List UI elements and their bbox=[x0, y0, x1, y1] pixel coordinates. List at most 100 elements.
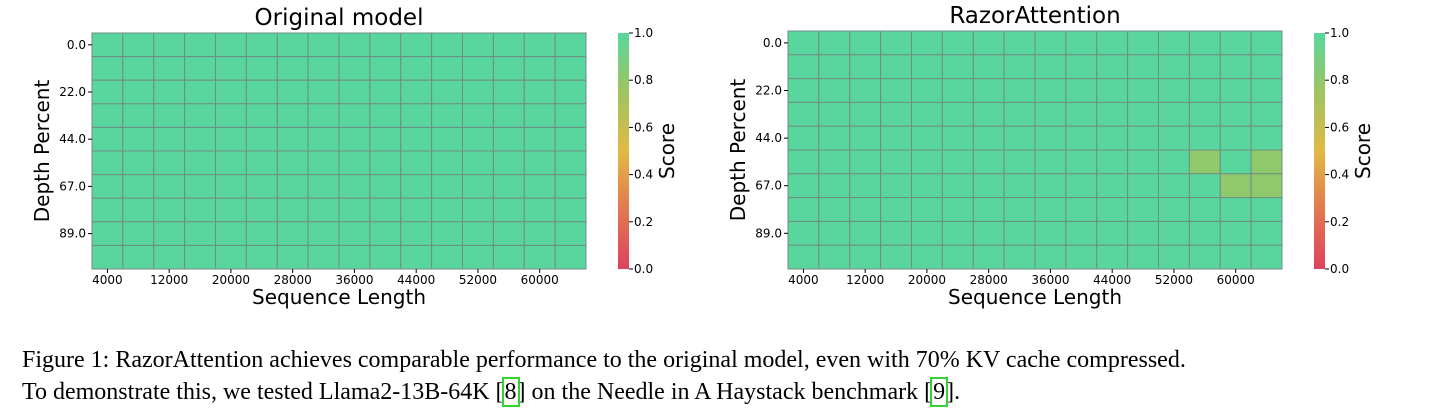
heatmap-cell bbox=[153, 197, 186, 223]
heatmap-cell bbox=[245, 197, 278, 223]
heatmap-cell bbox=[184, 103, 216, 128]
heatmap-cell bbox=[554, 174, 587, 199]
heatmap-cell bbox=[1003, 101, 1036, 127]
heatmap-cell bbox=[400, 221, 433, 246]
x-tick-label: 20000 bbox=[212, 273, 250, 287]
heatmap-cell bbox=[911, 54, 943, 80]
heatmap-cell bbox=[431, 56, 463, 81]
heatmap-cell bbox=[1034, 54, 1067, 80]
heatmap-cell bbox=[1250, 125, 1283, 151]
heatmap-cell bbox=[338, 197, 371, 223]
colorbar-tick-label: 0.6 bbox=[1330, 120, 1349, 134]
heatmap-cell bbox=[369, 244, 402, 270]
heatmap-cell bbox=[972, 30, 1005, 56]
citation-link-9[interactable]: 9 bbox=[930, 377, 949, 407]
heatmap-cell bbox=[880, 197, 912, 222]
chart-title: RazorAttention bbox=[949, 3, 1120, 29]
x-tick-label: 28000 bbox=[970, 273, 1008, 287]
heatmap-cell bbox=[818, 54, 851, 80]
heatmap-cell bbox=[369, 150, 402, 176]
heatmap-cell bbox=[245, 56, 278, 81]
heatmap-cell bbox=[153, 174, 186, 199]
y-tick-label: 22.0 bbox=[59, 85, 86, 99]
heatmap-cell bbox=[523, 174, 556, 199]
colorbar-tick-label: 0.2 bbox=[634, 215, 653, 229]
heatmap-cell bbox=[1188, 30, 1221, 56]
heatmap-cell bbox=[1065, 54, 1098, 80]
x-tick-label: 36000 bbox=[335, 273, 373, 287]
heatmap-cell bbox=[307, 32, 340, 58]
heatmap-cell bbox=[1096, 101, 1129, 127]
heatmap-cell bbox=[122, 221, 155, 246]
heatmap-cell bbox=[215, 56, 247, 81]
heatmap-cell bbox=[523, 32, 556, 58]
colorbar-tick-label: 0.4 bbox=[1330, 168, 1349, 182]
heatmap-cell bbox=[818, 125, 851, 151]
heatmap-cell bbox=[849, 54, 882, 80]
heatmap-cell bbox=[1065, 173, 1098, 199]
heatmap-cell bbox=[972, 220, 1005, 246]
heatmap-cell bbox=[1158, 244, 1190, 270]
y-axis-label: Depth Percent bbox=[726, 79, 750, 222]
heatmap-cell bbox=[245, 174, 278, 199]
heatmap-cell bbox=[400, 197, 433, 223]
citation-link-8[interactable]: 8 bbox=[501, 377, 520, 407]
heatmap-cell bbox=[338, 244, 371, 270]
heatmap-cell bbox=[215, 103, 247, 128]
heatmap-cell bbox=[880, 30, 912, 56]
heatmap-cell bbox=[1065, 125, 1098, 151]
heatmap-cell bbox=[1003, 125, 1036, 151]
heatmap-cell bbox=[215, 126, 247, 152]
heatmap-cell bbox=[462, 126, 494, 152]
heatmap-cell bbox=[1034, 197, 1067, 222]
colorbar bbox=[618, 33, 629, 269]
heatmap-cell bbox=[849, 149, 882, 175]
heatmap-cell bbox=[307, 174, 340, 199]
heatmap-cell bbox=[431, 197, 463, 223]
heatmap-cell bbox=[1096, 149, 1129, 175]
heatmap-cell bbox=[1065, 30, 1098, 56]
x-tick-label: 20000 bbox=[908, 273, 946, 287]
heatmap-cell bbox=[245, 221, 278, 246]
x-tick-label: 60000 bbox=[1217, 273, 1255, 287]
heatmap-cell bbox=[153, 103, 186, 128]
heatmap-cell bbox=[245, 150, 278, 176]
heatmap-cell bbox=[1096, 173, 1129, 199]
colorbar-tick-label: 1.0 bbox=[1330, 26, 1349, 40]
heatmap-cell bbox=[1158, 125, 1190, 151]
heatmap-cell bbox=[276, 244, 309, 270]
x-tick-label: 4000 bbox=[92, 273, 123, 287]
heatmap-cell bbox=[554, 79, 587, 105]
colorbar-tick-label: 0.6 bbox=[634, 120, 653, 134]
y-axis-label: Depth Percent bbox=[30, 80, 54, 223]
heatmap-cell bbox=[122, 126, 155, 152]
heatmap-cell bbox=[787, 101, 820, 127]
y-tick-label: 0.0 bbox=[67, 38, 86, 52]
heatmap-cell bbox=[91, 103, 124, 128]
heatmap-cell bbox=[818, 149, 851, 175]
heatmap-cell bbox=[1250, 101, 1283, 127]
heatmap-cell bbox=[122, 150, 155, 176]
heatmap-cell bbox=[1219, 197, 1252, 222]
heatmap-cell bbox=[245, 103, 278, 128]
heatmap-cell bbox=[276, 174, 309, 199]
heatmap-cell bbox=[849, 125, 882, 151]
heatmap-cell bbox=[787, 173, 820, 199]
heatmap-cell bbox=[462, 150, 494, 176]
heatmap-cell bbox=[1158, 30, 1190, 56]
heatmap-cell bbox=[972, 149, 1005, 175]
heatmap-cell bbox=[492, 150, 525, 176]
heatmap-cell bbox=[1158, 54, 1190, 80]
heatmap-cell bbox=[849, 30, 882, 56]
heatmap-cell bbox=[276, 79, 309, 105]
heatmap-cell bbox=[1188, 220, 1221, 246]
heatmap-cell bbox=[184, 126, 216, 152]
heatmap-cell bbox=[153, 221, 186, 246]
heatmap-cell bbox=[787, 125, 820, 151]
heatmap-cell bbox=[911, 197, 943, 222]
heatmap-cell bbox=[523, 197, 556, 223]
figure: Original model 4000 12000 20000 28000 36000 44… bbox=[30, 3, 1375, 309]
heatmap-cell bbox=[1188, 101, 1221, 127]
heatmap-cell bbox=[307, 244, 340, 270]
heatmap-cell bbox=[462, 79, 494, 105]
